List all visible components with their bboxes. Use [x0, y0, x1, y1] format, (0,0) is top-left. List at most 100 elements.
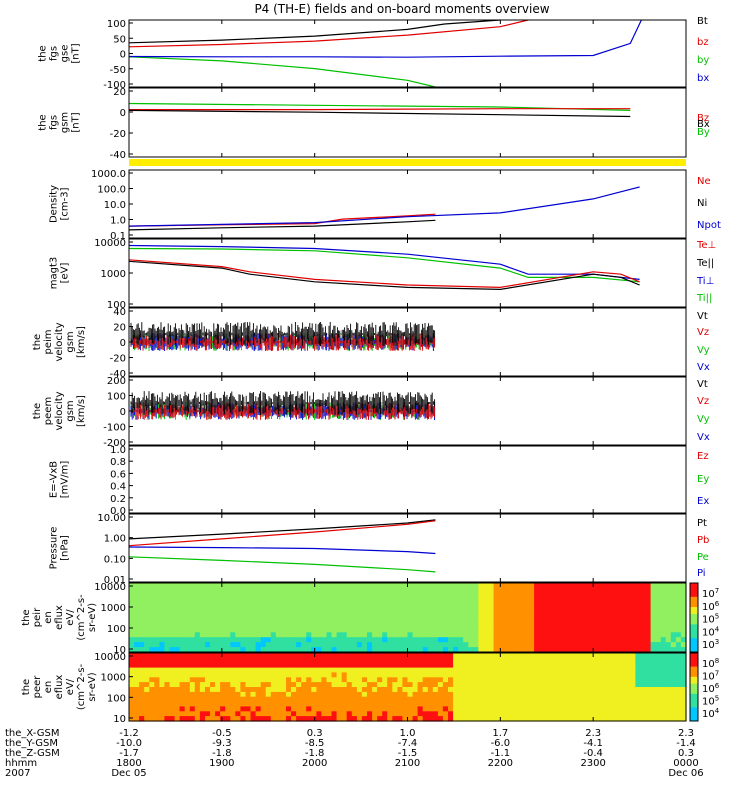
- x-row-value: 0.3: [307, 728, 323, 739]
- series-temp-3: [128, 260, 640, 291]
- y-tick-label: 1000: [101, 673, 126, 684]
- legend-temp-0: Te⊥: [696, 240, 716, 251]
- y-tick-label: 0.1: [110, 231, 126, 242]
- legend-fgs_gse-3: bx: [697, 73, 709, 84]
- yellow-status-bar: [129, 159, 686, 166]
- series-pressure-1: [128, 520, 436, 547]
- x-row-value: -1.7: [119, 748, 139, 759]
- plot-title: P4 (TH-E) fields and on-board moments ov…: [254, 2, 549, 16]
- heatmap-peer: [129, 653, 687, 722]
- x-row-value: 1.0: [400, 728, 416, 739]
- legend-efield-1: Ey: [697, 474, 709, 485]
- colorbar-tick-label: 107: [702, 587, 719, 600]
- legend-density-2: Npot: [697, 220, 721, 231]
- y-axis-label: Pressure[nPa]: [49, 527, 71, 570]
- y-tick-label: 1000.0: [91, 169, 126, 180]
- x-row-value: -1.1: [491, 748, 511, 759]
- series-temp-2: [128, 259, 640, 289]
- panel-density: 1000.0 100.0 10.0 1.0 0.1 Density[cm-3] Ne Ni Np…: [49, 169, 721, 242]
- y-tick-label: 100: [107, 693, 126, 704]
- legend-fgs_gsm-1: Bx: [697, 119, 710, 130]
- series-density-2: [128, 186, 640, 227]
- y-tick-label: -50: [110, 65, 126, 76]
- y-tick-label: 10.00: [97, 513, 126, 524]
- y-axis-label: thepeerenefluxeV/(cm^2-s-sr-eV): [21, 663, 98, 710]
- x-axis-labels: the_X-GSM -1.2 -0.5 0.3 1.0 1.7 2.3 2.3 the_Y-GS…: [5, 728, 704, 779]
- panel-frame: [128, 445, 687, 514]
- y-tick-label: 0.6: [110, 469, 126, 480]
- y-tick-label: 20: [113, 87, 126, 98]
- legend-peem-1: Vz: [697, 396, 709, 407]
- x-row-value: 1800: [116, 758, 141, 769]
- noise-band-peem: [130, 391, 436, 415]
- panel-efield: 1.00.80.6 0.40.20.0 E=-VxB[mV/m] Ez Ey Ex: [49, 445, 710, 517]
- y-tick-label: 20: [113, 323, 126, 334]
- series-fgs_gse-3: [128, 19, 642, 58]
- y-axis-label: thepeirenefluxeV/(cm^2-s-sr-eV): [21, 594, 98, 641]
- x-row-value: -1.2: [119, 728, 139, 739]
- y-tick-label: 0: [120, 407, 126, 418]
- series-pressure-0: [128, 519, 436, 540]
- x-row-value: 1900: [209, 758, 234, 769]
- legend-fgs_gse-2: by: [697, 55, 709, 66]
- x-row-value: -9.3: [212, 738, 232, 749]
- x-row-value: 2200: [488, 758, 513, 769]
- x-row-value: -6.0: [491, 738, 511, 749]
- x-row-value: -10.0: [116, 738, 142, 749]
- x-row-value: -1.5: [398, 748, 418, 759]
- y-tick-label: 0.2: [110, 494, 126, 505]
- y-tick-label: 100: [107, 19, 126, 30]
- y-tick-label: 0.01: [104, 575, 126, 586]
- x-row-value: Dec 06: [668, 768, 703, 779]
- y-tick-label: 0.10: [104, 554, 126, 565]
- x-row-value: -8.5: [305, 738, 325, 749]
- series-density-1: [128, 219, 436, 231]
- legend-pressure-0: Pt: [697, 518, 707, 529]
- x-row-value: 1.7: [492, 728, 508, 739]
- x-row-value: -4.1: [583, 738, 603, 749]
- x-row-label: the_X-GSM: [5, 728, 59, 739]
- series-fgs_gse-0: [128, 19, 501, 44]
- y-tick-label: 1000: [101, 269, 126, 280]
- panel-temp: 10000 1000 100 magt3[eV] Te⊥ Te|| Ti⊥ Ti||: [49, 238, 717, 311]
- panel-fgs_gse: 100 50 0 -50 -100 thefgsgse[nT] Bt bz by bx: [38, 16, 710, 91]
- y-tick-label: 10.0: [104, 200, 126, 211]
- colorbar-tick-label: 108: [702, 657, 719, 670]
- y-axis-label: thepeimvelocitygsm[km/s]: [32, 322, 87, 361]
- legend-density-0: Ne: [697, 176, 711, 187]
- y-tick-label: 10000: [94, 238, 126, 249]
- y-axis-label: thepeemvelocitygsm[km/s]: [32, 391, 87, 430]
- x-row-value: 2.3: [678, 728, 694, 739]
- y-tick-label: 1.0: [110, 216, 126, 227]
- series-temp-0: [128, 244, 640, 280]
- y-axis-label: thefgsgsm[nT]: [38, 112, 82, 133]
- y-tick-label: -200: [103, 438, 126, 449]
- x-row-value: Dec 05: [111, 768, 146, 779]
- series-pressure-3: [128, 556, 436, 573]
- y-tick-label: 0.4: [110, 482, 126, 493]
- y-tick-label: 0: [120, 338, 126, 349]
- colorbar-tick-label: 104: [702, 707, 720, 720]
- y-tick-label: -20: [110, 354, 126, 365]
- colorbar-tick-label: 103: [702, 638, 719, 651]
- y-tick-label: 200: [107, 376, 126, 387]
- y-axis-label: thefgsgse[nT]: [38, 43, 82, 63]
- series-temp-1: [128, 247, 640, 283]
- legend-temp-3: Ti||: [696, 293, 712, 304]
- legend-fgs_gse-1: bz: [697, 37, 709, 48]
- y-tick-label: 1000: [101, 603, 126, 614]
- panel-pressure: 10.00 1.00 0.10 0.01 Pressure[nPa] Pt Pb Pe Pi: [49, 513, 710, 586]
- x-row-value: 2000: [302, 758, 327, 769]
- x-row-label: the_Y-GSM: [5, 738, 58, 749]
- legend-fgs_gse-0: Bt: [697, 16, 708, 27]
- y-tick-label: 0.8: [110, 457, 126, 468]
- series-fgs_gsm-1: [129, 108, 631, 111]
- x-row-value: -1.4: [676, 738, 696, 749]
- y-tick-label: -100: [103, 423, 126, 434]
- y-tick-label: 10000: [94, 582, 126, 593]
- y-tick-label: 10: [113, 645, 126, 656]
